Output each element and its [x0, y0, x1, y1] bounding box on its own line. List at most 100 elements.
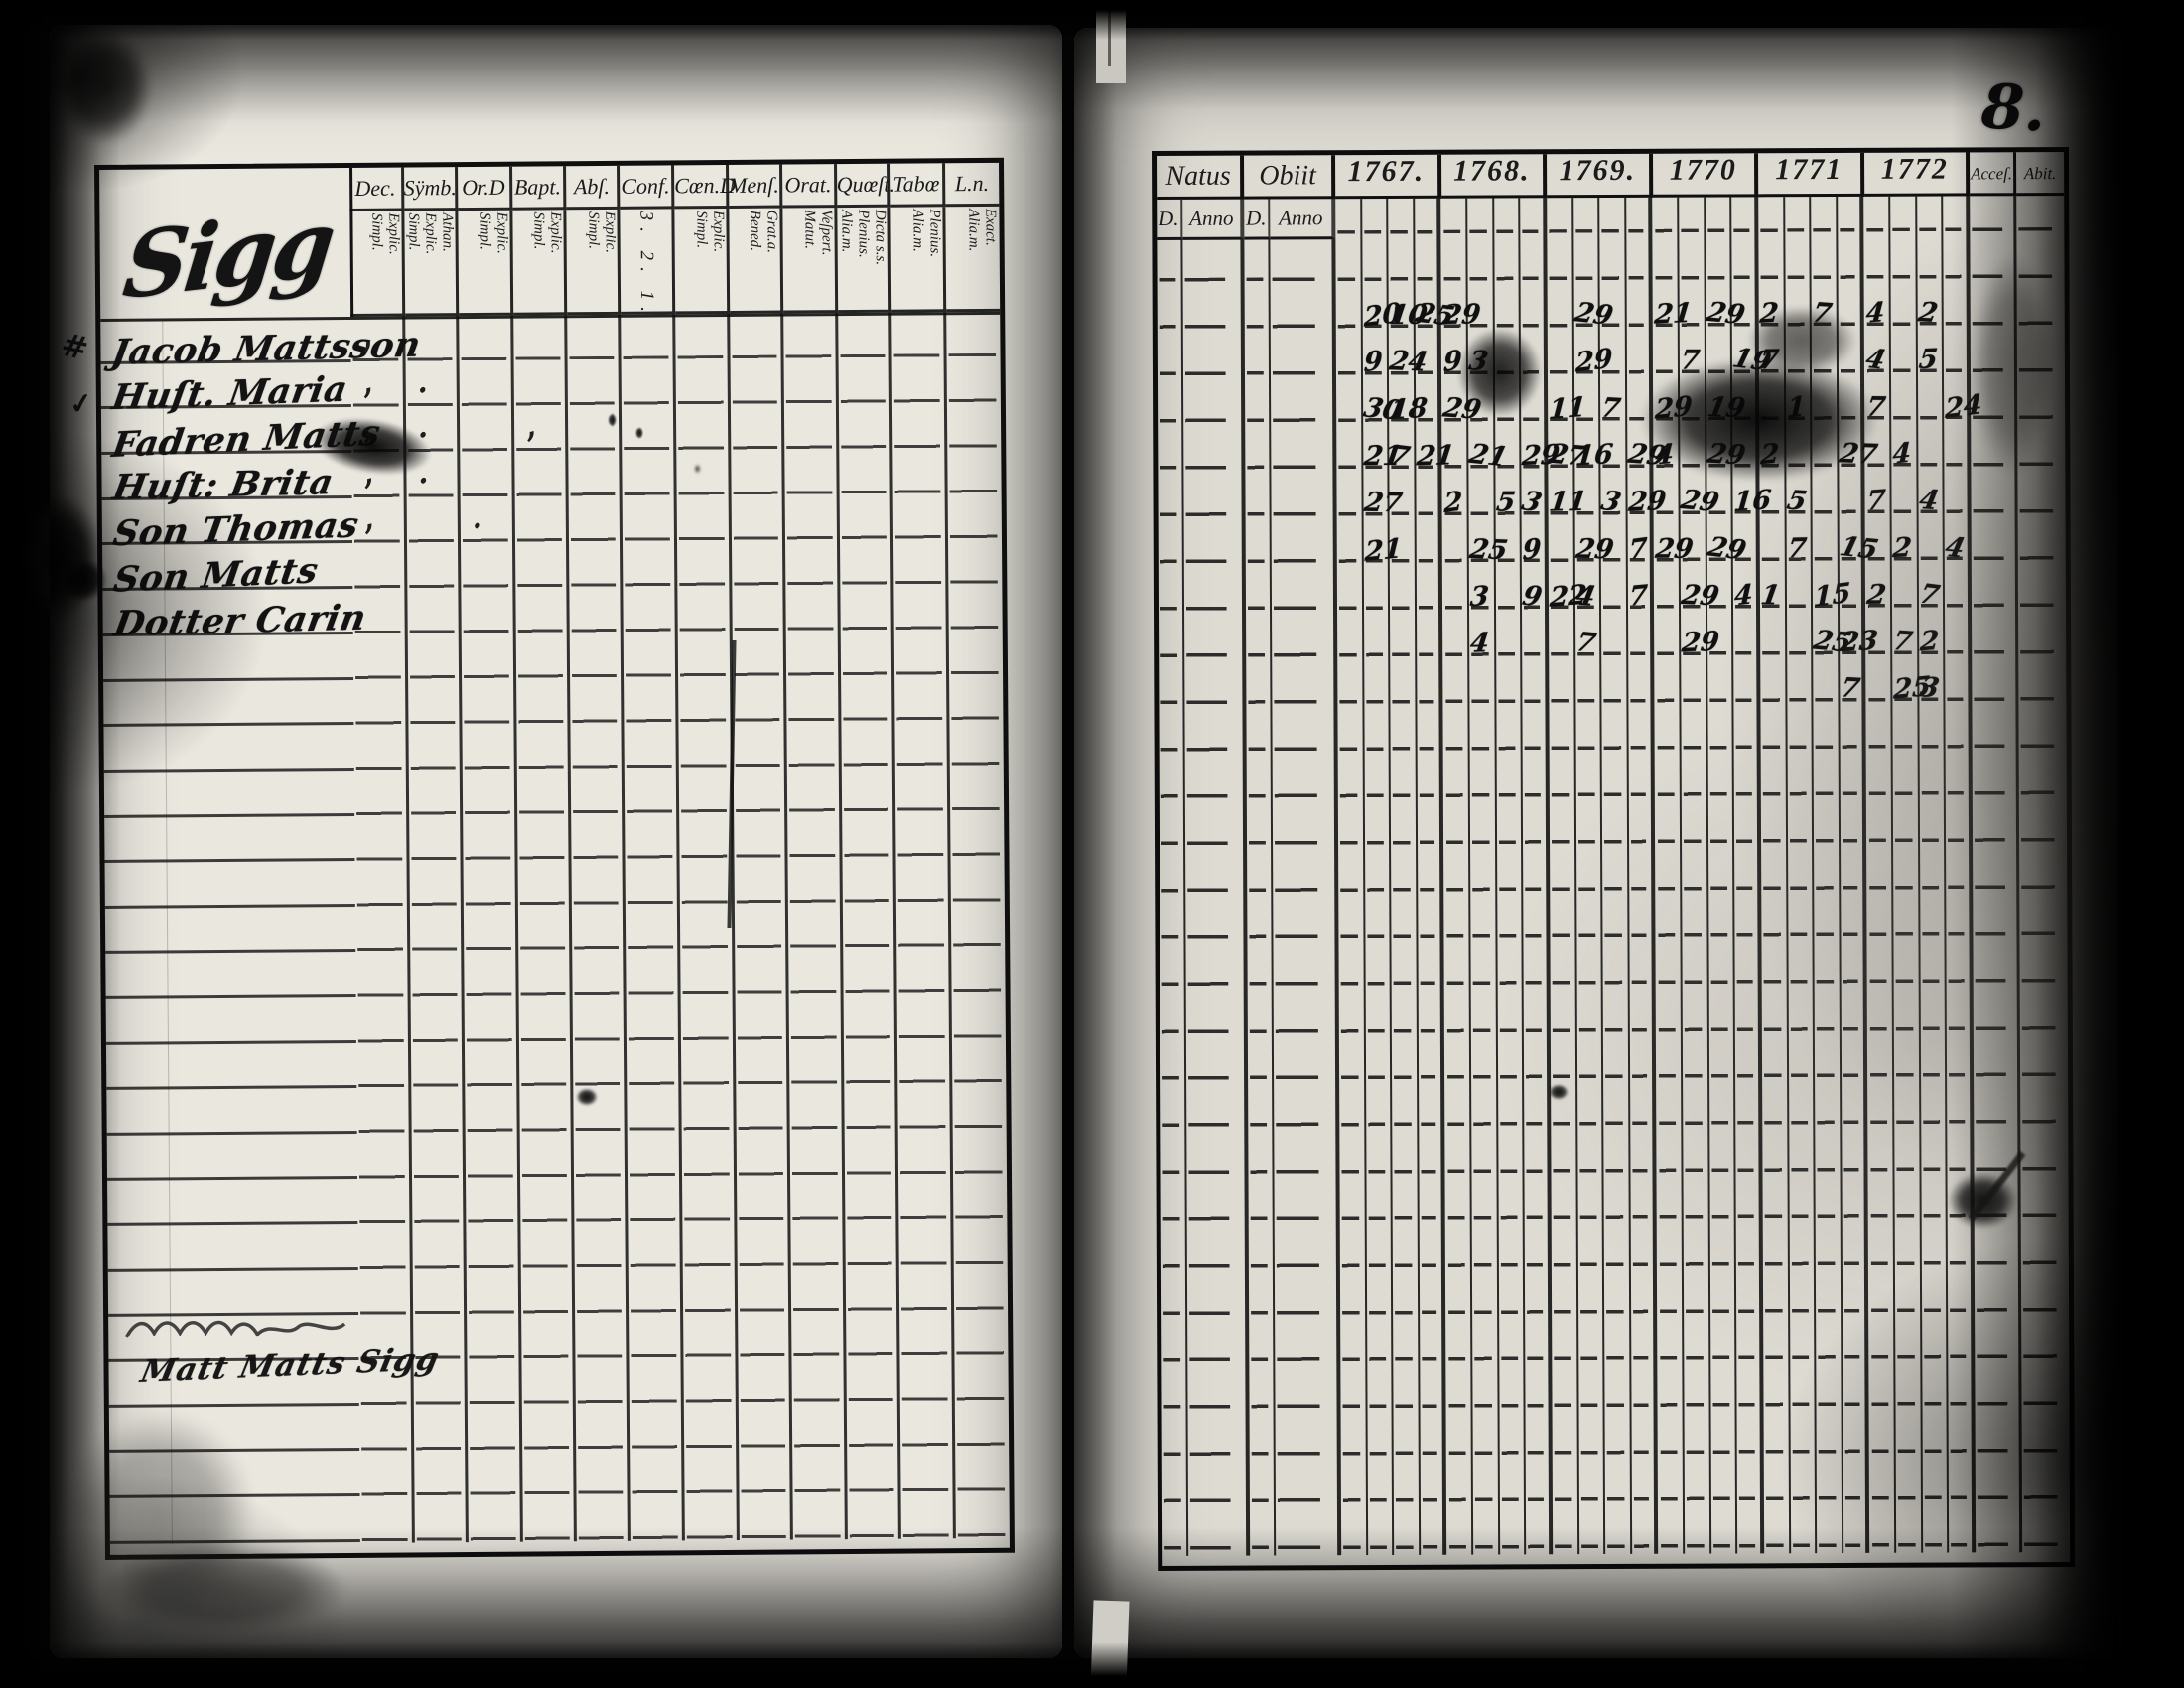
subheader-rotated-text: Explic. Simpl.	[349, 212, 402, 312]
attendance-table: Natus Obiit Acceſ. Abit. D. Anno D. Anno…	[1152, 146, 2076, 1571]
column-header: Quœſt.	[836, 163, 895, 209]
entry-number: 21	[1415, 440, 1456, 473]
name-row	[108, 1315, 359, 1363]
ink-speck	[635, 427, 643, 439]
entry-number: 29	[1678, 485, 1722, 519]
subheader-rotated-text: Veſpert. Matut.	[782, 210, 835, 309]
column-header: L.n.	[944, 162, 1000, 208]
subheader-rotated-text: Explic. Simpl.	[566, 211, 618, 310]
name-row	[108, 1360, 359, 1408]
ink-smear	[1747, 306, 1856, 375]
binding-cord	[1108, 4, 1111, 66]
entry-number: 29	[1680, 626, 1721, 659]
column-subheader: Explic. Simpl.	[458, 210, 513, 317]
grid-column	[459, 315, 523, 1543]
column-header: Sÿmb.	[403, 167, 459, 211]
obiit-anno-subheader: Anno	[1270, 199, 1336, 240]
subheader-rotated-text: Athan. Explic. Simpl.	[404, 212, 457, 312]
subheader-line: Exact.	[982, 208, 999, 246]
entry-number: 4	[1733, 579, 1754, 613]
entry-number: 2	[1864, 579, 1888, 611]
subheader-line: Athan.	[439, 211, 456, 252]
subheader-line: Explic.	[710, 210, 727, 252]
entry-number: 9	[1362, 346, 1384, 379]
entry-number: 15	[1836, 530, 1881, 565]
natus-anno-subheader: Anno	[1182, 199, 1245, 240]
column-subheader: Grat.a. Bened.	[728, 208, 784, 314]
ink-blot	[1549, 1084, 1569, 1100]
entry-number: 4	[1892, 437, 1912, 471]
subheader-line: Explic.	[385, 212, 402, 255]
column-subheader: 3. 2. 1.	[619, 209, 676, 319]
column-subheader: Explic. Simpl.	[349, 211, 405, 317]
name-row	[107, 1223, 358, 1272]
entry-number: 21	[1465, 438, 1511, 473]
name-row	[102, 633, 354, 682]
subheader-rotated-text: Plenius. Alia.m.	[890, 209, 943, 308]
name-row	[104, 815, 355, 864]
subheader-line: Bened.	[747, 210, 764, 251]
name-row: Son Matts	[102, 543, 353, 601]
grid-column	[837, 312, 901, 1540]
entry-number: 3	[1468, 580, 1491, 613]
subheader-rotated-text: Explic. Simpl.	[458, 211, 510, 311]
entry-number: 11	[1547, 486, 1588, 518]
column-subheader: Athan. Explic. Simpl.	[403, 211, 460, 317]
subheader-line: Alia.m.	[909, 208, 926, 252]
column-subheader: Exact. Alia.m.	[944, 206, 1001, 313]
entry-number: 29	[1574, 343, 1613, 379]
name-row: Jacob Mattsson	[100, 316, 424, 372]
column-subheader: Plenius. Alia.m.	[890, 207, 946, 313]
subheader-rotated-text: Dicta s.s. Plenius. Alia.m.	[837, 209, 889, 308]
entry-number: 25	[1467, 533, 1511, 566]
column-subheader: Dicta s.s. Plenius. Alia.m.	[836, 207, 892, 314]
name-row	[103, 725, 354, 773]
subheader-line: Simpl.	[530, 211, 548, 249]
subheader-line: Grat.a.	[763, 210, 780, 253]
natus-day-subheader: D.	[1157, 199, 1183, 240]
abiit-header: Abit.	[2016, 151, 2065, 197]
entry-number: 4	[1468, 628, 1491, 659]
year-header: 1767.	[1335, 154, 1441, 200]
entry-number: 5	[1494, 487, 1518, 518]
subheader-line: Simpl.	[693, 210, 710, 248]
grid-column	[1270, 239, 1342, 1556]
year-header: 1769.	[1547, 153, 1653, 199]
year-header: 1768.	[1440, 154, 1548, 199]
entry-number: 15	[1814, 577, 1851, 614]
entry-number: 21	[1363, 532, 1403, 568]
entry-number: 29	[1570, 297, 1616, 332]
entry-number: 7	[1628, 532, 1648, 566]
subheader-line: Dicta s.s.	[872, 209, 889, 265]
entry-number: 2	[1918, 625, 1940, 658]
entry-number: 7	[1785, 532, 1808, 564]
accessit-header: Acceſ.	[1970, 152, 2017, 197]
subheader-rotated-text: 3. 2. 1.	[635, 211, 658, 319]
ink-blot	[60, 558, 107, 602]
column-header: Menſ.	[728, 164, 783, 209]
grid-column	[350, 316, 415, 1543]
examination-table: Sigg Matt Matts Sigg Dec. Explic. Simpl. Sÿ…	[94, 157, 1016, 1560]
subheader-line: Matut.	[801, 209, 818, 249]
binding-sliver	[1090, 1600, 1130, 1688]
subheader-rotated-text: Grat.a. Bened.	[729, 210, 781, 309]
page-number: 8.	[1979, 70, 2048, 146]
name-row	[103, 770, 355, 818]
entry-number: 29	[1572, 533, 1616, 565]
entry-number: 11	[1548, 391, 1587, 426]
entry-number: 5	[1917, 344, 1939, 376]
column-header: Dec.	[349, 167, 404, 211]
ink-blot	[1457, 328, 1542, 417]
grid-column	[620, 314, 685, 1541]
subheader-line: Simpl.	[368, 212, 385, 251]
ink-speck	[695, 465, 700, 473]
grid-column	[729, 313, 793, 1540]
name-row	[107, 1179, 358, 1226]
margin-check-mark: ✓	[67, 385, 95, 422]
grid-column	[891, 312, 956, 1539]
entry-number: 29	[1440, 299, 1482, 332]
column-subheader: Explic. Simpl.	[511, 210, 568, 316]
smudge	[1971, 253, 2055, 477]
stain	[99, 1544, 347, 1633]
